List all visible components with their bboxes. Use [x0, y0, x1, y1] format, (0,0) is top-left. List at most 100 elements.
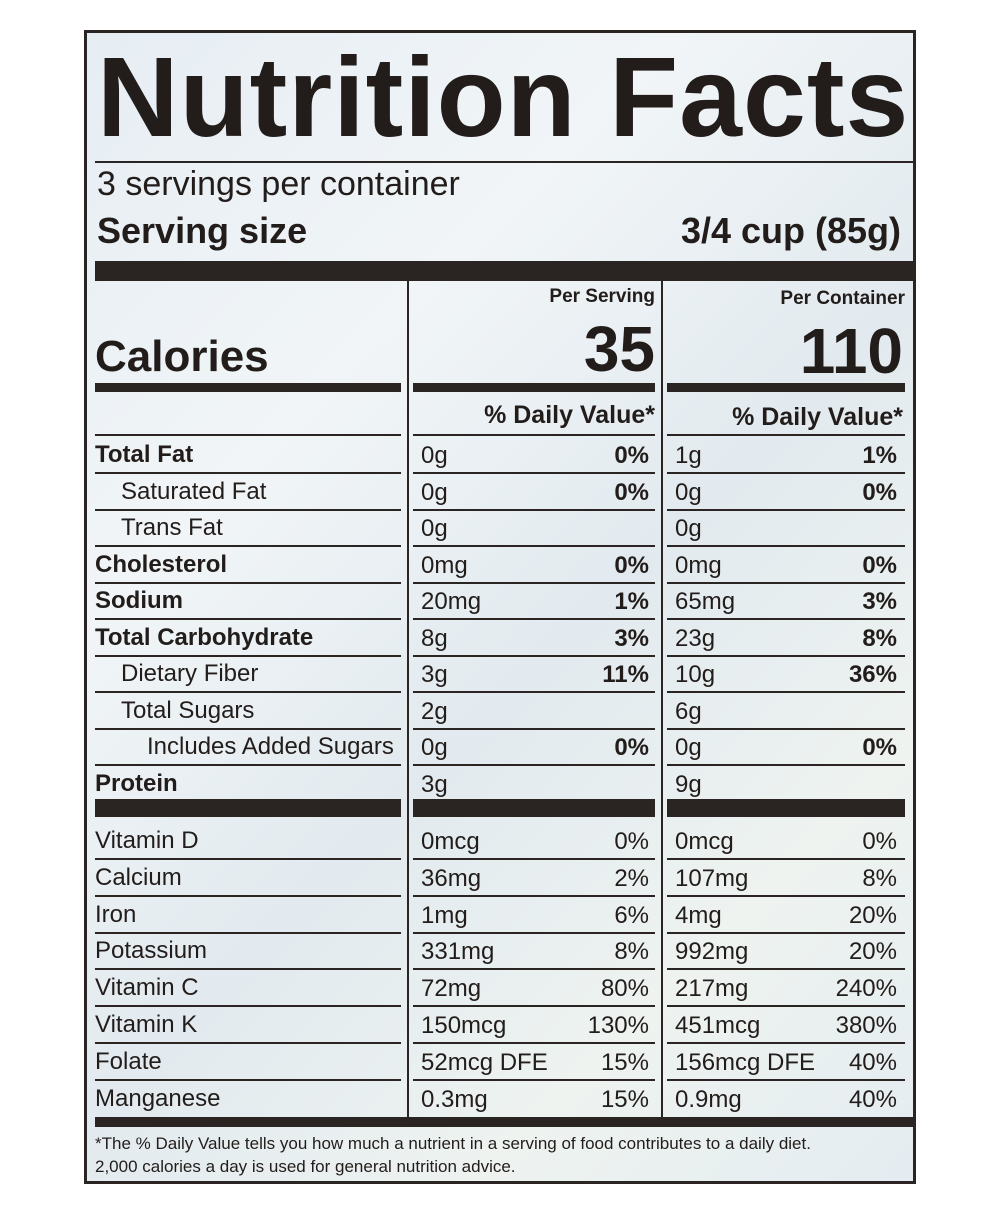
row-rule: [667, 968, 905, 971]
per-serving-amount: 8g: [421, 624, 448, 652]
vitamin-row: Vitamin C 72mg 80% 217mg 240%: [87, 970, 913, 1008]
nutrient-name: Total Fat: [95, 441, 194, 468]
per-serving-amount: 331mg: [421, 938, 495, 966]
row-rule: [413, 764, 655, 766]
row-rule: [413, 1042, 655, 1044]
per-serving-daily-value: 0%: [614, 734, 649, 761]
row-rule: [95, 1005, 401, 1008]
per-container-daily-value: 0%: [862, 828, 897, 855]
row-rule: [95, 691, 401, 693]
per-container-daily-value: 0%: [862, 551, 897, 579]
row-rule: [95, 764, 401, 766]
row-rule: [667, 764, 905, 766]
row-rule: [95, 618, 401, 620]
per-serving-amount: 0g: [421, 478, 448, 506]
vitamin-row: Calcium 36mg 2% 107mg 8%: [87, 860, 913, 897]
nutrient-row: Total Fat 0g 0% 1g 1%: [87, 437, 913, 474]
per-serving-header: Per Serving: [549, 286, 655, 307]
nutrient-row: Total Sugars 2g 6g: [87, 693, 913, 730]
per-serving-amount: 20mg: [421, 588, 482, 615]
per-serving-daily-value: 15%: [600, 1085, 649, 1113]
dv-header-rule: [413, 434, 655, 436]
per-serving-daily-value: 11%: [602, 661, 649, 688]
nutrient-name: Trans Fat: [121, 514, 223, 541]
per-container-daily-value: 40%: [848, 1085, 897, 1113]
per-serving-amount: 36mg: [421, 864, 482, 892]
row-rule: [413, 508, 655, 511]
per-container-amount: 6g: [675, 697, 702, 725]
row-rule: [413, 545, 655, 547]
nutrient-name: Iron: [95, 900, 137, 928]
calories-per-container: 110: [799, 315, 903, 387]
footnote: *The % Daily Value tells you how much a …: [95, 1133, 811, 1179]
per-container-header: Per Container: [780, 288, 905, 309]
daily-value-header-serving: % Daily Value*: [484, 401, 655, 429]
row-rule: [667, 691, 905, 693]
serving-size-label: Serving size: [97, 210, 308, 251]
per-container-daily-value: 240%: [835, 975, 897, 1003]
per-serving-daily-value: 2%: [614, 864, 649, 892]
row-rule: [413, 691, 655, 693]
per-serving-amount: 0g: [421, 734, 448, 761]
per-container-amount: 107mg: [675, 864, 749, 892]
per-container-amount: 1g: [675, 442, 702, 469]
per-serving-daily-value: 80%: [600, 975, 649, 1003]
row-rule: [95, 545, 401, 547]
vitamins-thick-rule-serving: [413, 799, 655, 817]
row-rule: [413, 727, 655, 730]
row-rule: [413, 581, 655, 584]
per-serving-daily-value: 0%: [614, 478, 649, 506]
calories-rule-container: [667, 383, 905, 392]
per-serving-daily-value: 0%: [614, 551, 649, 579]
vitamin-row: Iron 1mg 6% 4mg 20%: [87, 897, 913, 934]
label-title: Nutrition Facts: [97, 34, 910, 160]
per-container-daily-value: 20%: [848, 901, 897, 929]
column-divider-left: [407, 281, 409, 1119]
serving-thick-rule: [95, 261, 913, 281]
vitamin-row: Potassium 331mg 8% 992mg 20%: [87, 933, 913, 971]
vitamin-row: Manganese 0.3mg 15% 0.9mg 40%: [87, 1081, 913, 1118]
calories-rule-name: [95, 383, 401, 392]
row-rule: [95, 931, 401, 934]
nutrient-name: Potassium: [95, 937, 208, 965]
row-rule: [413, 1078, 655, 1081]
dv-header-rule: [95, 434, 401, 436]
nutrient-name: Dietary Fiber: [121, 660, 259, 687]
per-serving-daily-value: 130%: [587, 1012, 649, 1039]
per-container-daily-value: 380%: [835, 1012, 897, 1039]
row-rule: [667, 545, 905, 547]
per-container-amount: 0g: [675, 478, 702, 506]
per-serving-amount: 2g: [421, 697, 448, 725]
nutrient-name: Vitamin K: [95, 1011, 198, 1038]
row-rule: [413, 894, 655, 897]
footnote-line-2: 2,000 calories a day is used for general…: [95, 1156, 516, 1176]
nutrient-row: Trans Fat 0g 0g: [87, 510, 913, 547]
row-rule: [95, 581, 401, 584]
per-serving-daily-value: 3%: [614, 624, 649, 652]
row-rule: [413, 858, 655, 860]
row-rule: [667, 618, 905, 620]
footnote-line-1: *The % Daily Value tells you how much a …: [95, 1134, 811, 1153]
per-container-daily-value: 36%: [848, 661, 897, 688]
per-container-amount: 9g: [675, 770, 702, 798]
footnote-thick-rule: [95, 1117, 913, 1127]
per-serving-amount: 0g: [421, 442, 448, 469]
vitamin-row: Folate 52mcg DFE 15% 156mcg DFE 40%: [87, 1044, 913, 1081]
row-rule: [413, 931, 655, 934]
row-rule: [667, 858, 905, 860]
nutrient-row: Includes Added Sugars 0g 0% 0g 0%: [87, 729, 913, 766]
servings-per-container: 3 servings per container: [97, 165, 460, 203]
per-container-daily-value: 8%: [862, 624, 897, 652]
row-rule: [95, 894, 401, 897]
nutrient-row: Dietary Fiber 3g 11% 10g 36%: [87, 656, 913, 693]
per-serving-daily-value: 0%: [614, 442, 649, 469]
per-container-amount: 217mg: [675, 975, 749, 1003]
nutrient-name: Includes Added Sugars: [147, 733, 394, 760]
nutrient-name: Vitamin D: [95, 827, 199, 854]
per-container-amount: 0g: [675, 515, 702, 542]
row-rule: [413, 472, 655, 474]
per-serving-amount: 3g: [421, 770, 448, 798]
per-serving-amount: 0mg: [421, 551, 468, 579]
row-rule: [667, 727, 905, 730]
row-rule: [667, 508, 905, 511]
